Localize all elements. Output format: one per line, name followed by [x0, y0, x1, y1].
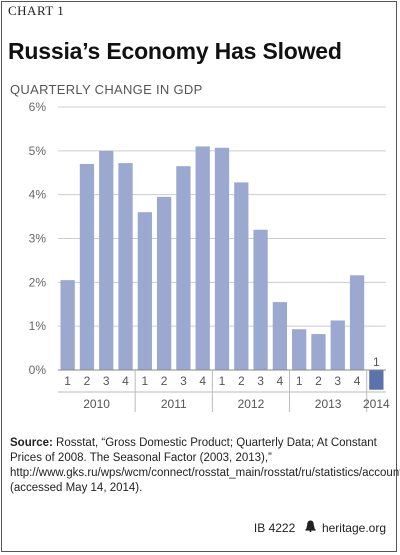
- x-quarter-label: 3: [103, 374, 110, 388]
- bar: [195, 146, 210, 370]
- y-tick-label: 0%: [29, 363, 47, 377]
- publication-code: IB 4222: [253, 521, 296, 535]
- x-quarter-label: 2: [238, 374, 245, 388]
- x-quarter-label: 2: [315, 374, 322, 388]
- bar: [272, 302, 288, 370]
- x-year-label: 2014: [363, 397, 390, 411]
- x-quarter-label: 1: [373, 355, 380, 369]
- site-name: heritage.org: [321, 521, 386, 535]
- x-quarter-label: 4: [277, 374, 284, 388]
- bar: [156, 196, 172, 370]
- x-quarter-label: 1: [141, 374, 148, 388]
- chart-title: Russia’s Economy Has Slowed: [8, 38, 342, 64]
- bar: [349, 275, 365, 370]
- x-year-label: 2012: [238, 397, 265, 411]
- x-quarter-label: 2: [84, 374, 91, 388]
- x-quarter-label: 4: [122, 374, 129, 388]
- bar: [118, 163, 133, 370]
- x-quarter-label: 1: [219, 374, 226, 388]
- footer: IB 4222 heritage.org: [254, 520, 386, 535]
- source-text: Rosstat, “Gross Domestic Product; Quarte…: [10, 437, 400, 494]
- x-quarter-label: 3: [257, 374, 264, 388]
- bar: [214, 147, 230, 370]
- chart-area: 0% 1% 2% 3% 4% 5% 6% 1 2 3 4 1 2 3 4 1 2 3 4 1 2 3 4 1 2010 2011 2…: [29, 100, 390, 412]
- x-quarter-label: 1: [296, 374, 303, 388]
- source-label: Source:: [10, 437, 53, 449]
- bar: [369, 370, 384, 390]
- bar: [234, 182, 249, 370]
- chart-subtitle: QUARTERLY CHANGE IN GDP: [10, 82, 203, 97]
- bar: [176, 166, 191, 370]
- bar: [311, 334, 326, 370]
- y-tick-label: 6%: [29, 100, 47, 114]
- x-quarter-label: 1: [64, 374, 71, 388]
- bar: [99, 150, 114, 370]
- liberty-bell-icon: [305, 520, 316, 535]
- bar: [292, 329, 307, 370]
- x-year-label: 2013: [315, 397, 342, 411]
- y-tick-label: 1%: [29, 319, 47, 333]
- bar: [137, 212, 152, 370]
- x-quarter-label: 2: [161, 374, 168, 388]
- chart-number-label: CHART 1: [8, 3, 65, 18]
- y-tick-label: 4%: [29, 188, 47, 202]
- x-year-label: 2010: [83, 397, 110, 411]
- bar: [60, 280, 75, 370]
- x-quarter-label: 4: [354, 374, 361, 388]
- x-quarter-label: 3: [180, 374, 187, 388]
- y-tick-label: 2%: [29, 275, 47, 289]
- x-year-label: 2011: [161, 397, 187, 411]
- y-tick-label: 5%: [29, 144, 47, 158]
- source-note: Source: Rosstat, “Gross Domestic Product…: [10, 436, 400, 496]
- bar: [330, 320, 345, 370]
- bar: [253, 229, 268, 370]
- x-quarter-label: 3: [334, 374, 341, 388]
- x-quarter-label: 4: [199, 374, 206, 388]
- bar: [79, 163, 95, 370]
- y-tick-label: 3%: [29, 232, 47, 246]
